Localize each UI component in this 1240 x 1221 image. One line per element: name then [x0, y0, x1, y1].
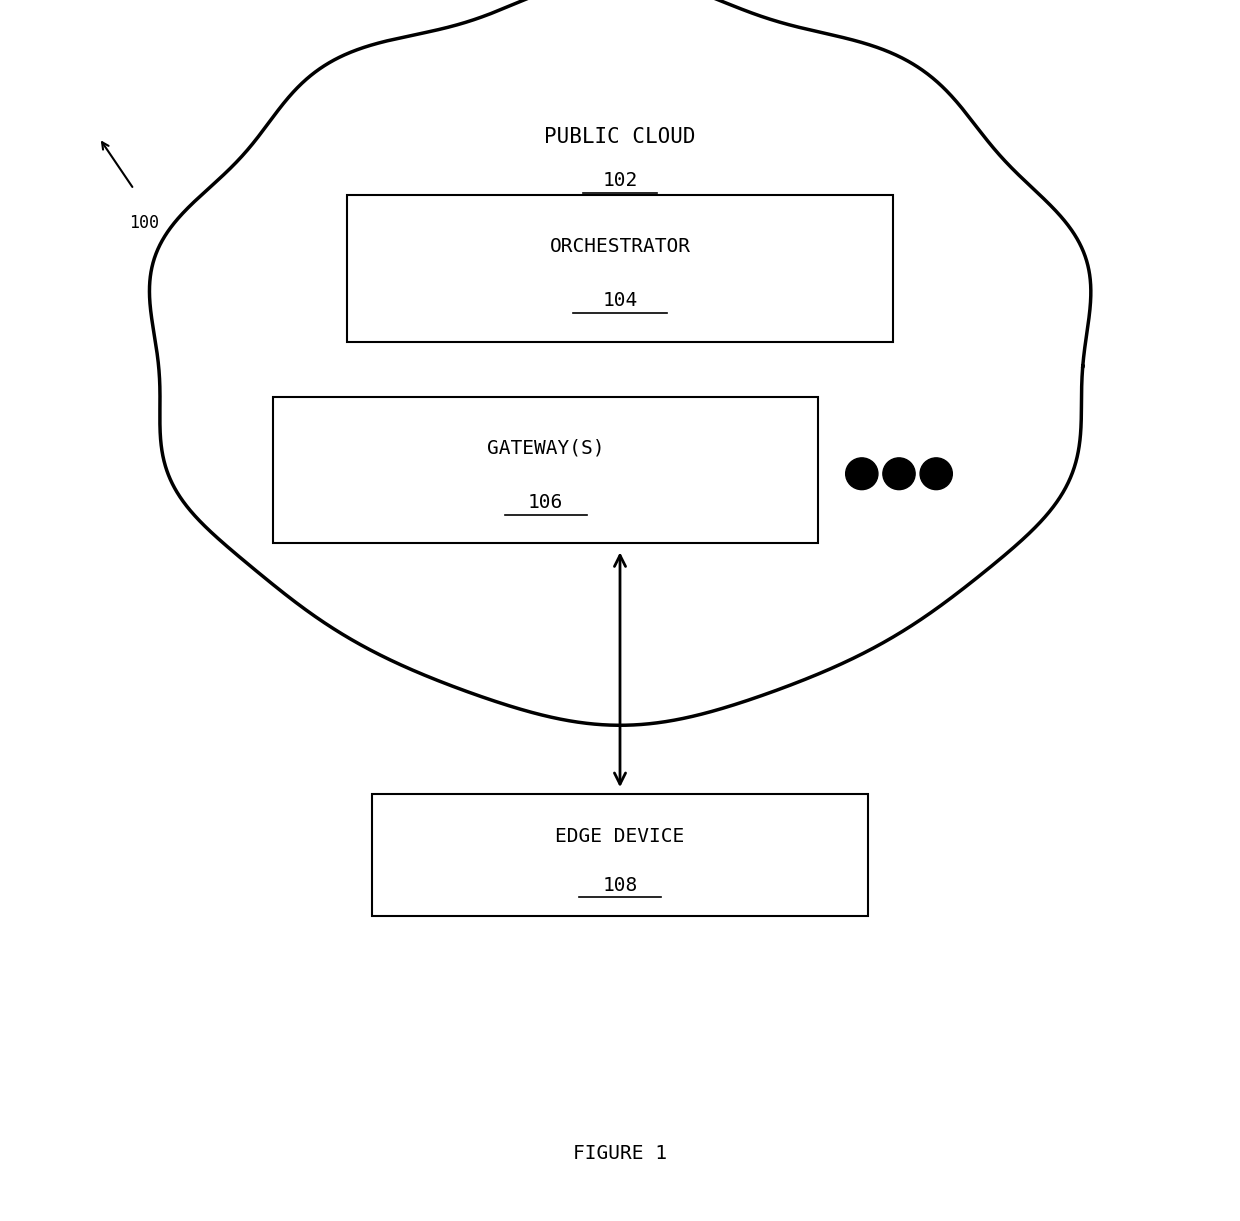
- Circle shape: [883, 458, 915, 490]
- Bar: [372, 794, 868, 916]
- Text: 108: 108: [603, 875, 637, 895]
- Text: GATEWAY(S): GATEWAY(S): [487, 438, 604, 458]
- Bar: [347, 195, 893, 342]
- Circle shape: [920, 458, 952, 490]
- Text: 102: 102: [603, 171, 637, 190]
- Text: 100: 100: [129, 215, 159, 232]
- Circle shape: [846, 458, 878, 490]
- Polygon shape: [150, 0, 1091, 725]
- Text: EDGE DEVICE: EDGE DEVICE: [556, 827, 684, 846]
- Bar: [273, 397, 818, 543]
- Text: 104: 104: [603, 292, 637, 310]
- Text: ORCHESTRATOR: ORCHESTRATOR: [549, 237, 691, 256]
- Text: FIGURE 1: FIGURE 1: [573, 1144, 667, 1164]
- Text: PUBLIC CLOUD: PUBLIC CLOUD: [544, 127, 696, 147]
- Text: 106: 106: [528, 493, 563, 512]
